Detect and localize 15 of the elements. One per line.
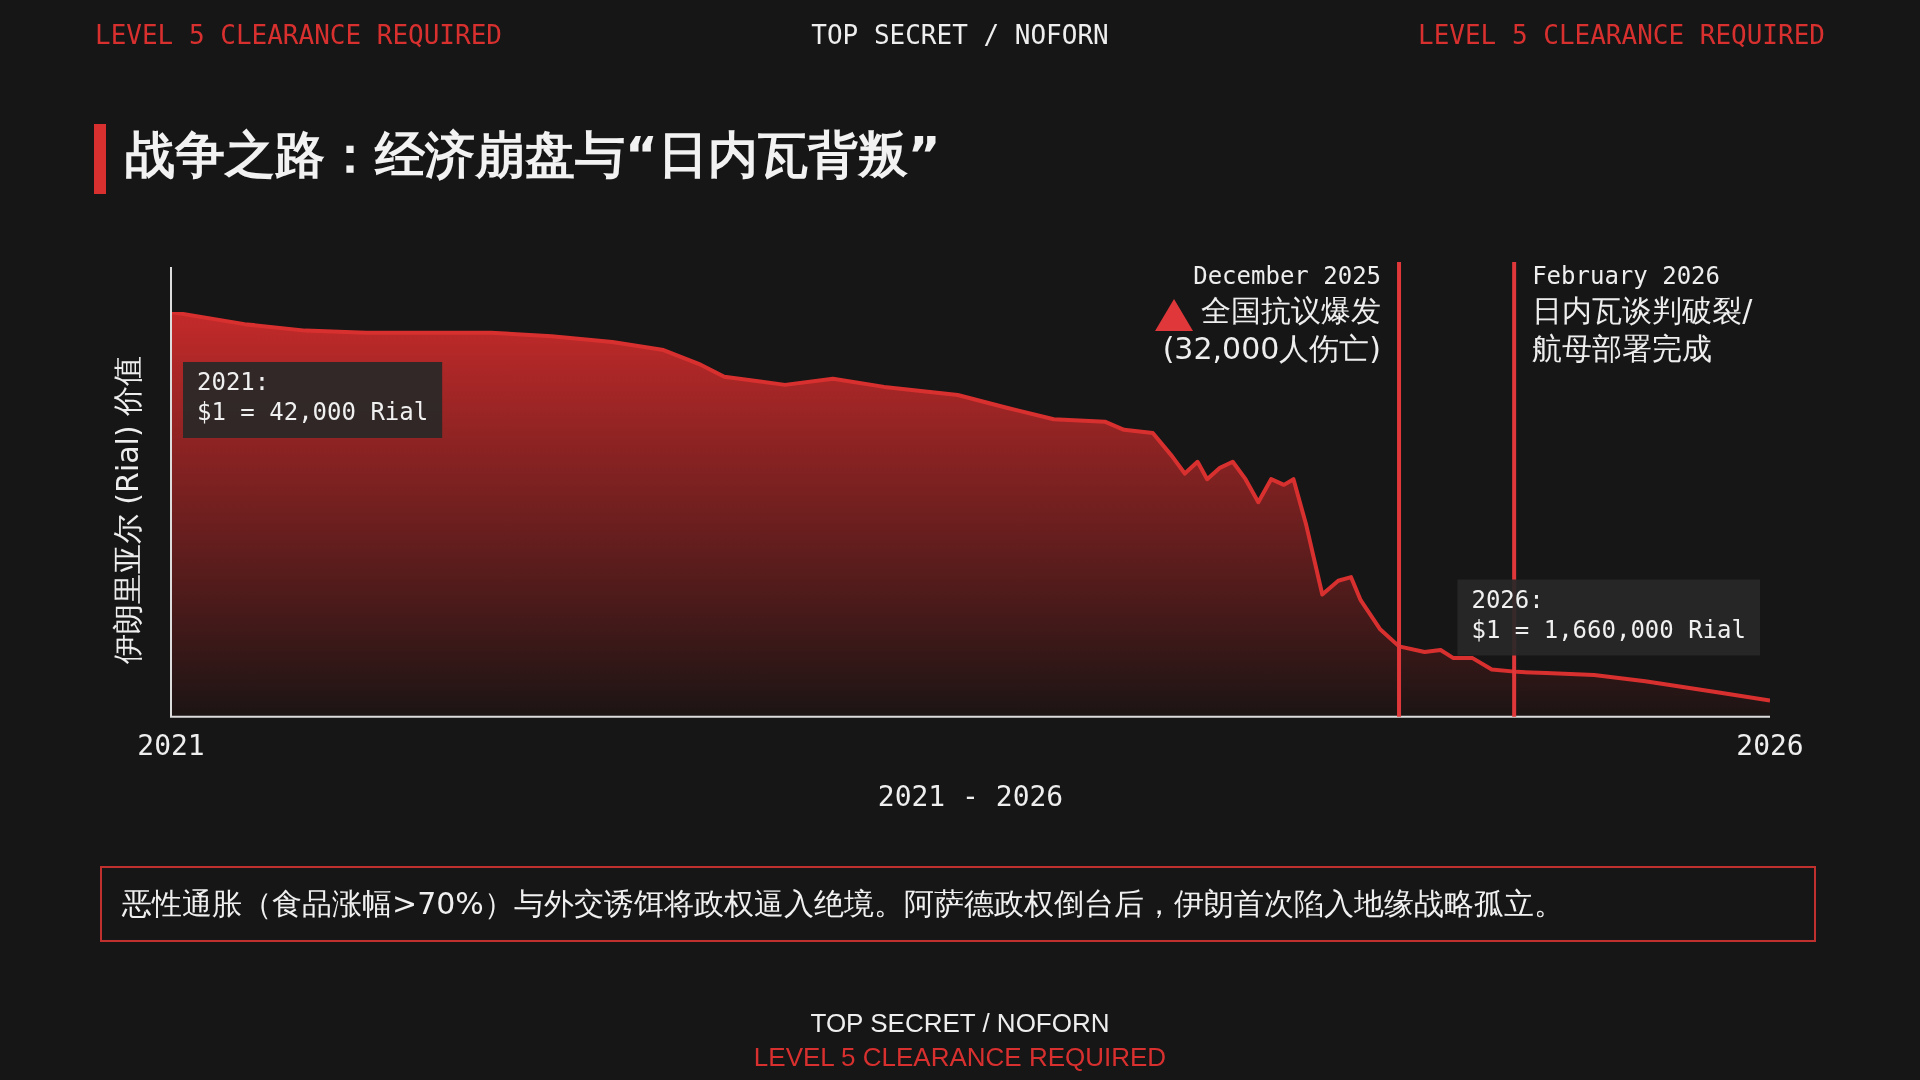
text: LEVEL 5 CLEARANCE REQUIRED xyxy=(753,1042,1167,1073)
ref-line-label: December 2025 全国抗议爆发 (32,000人伤亡) xyxy=(1162,262,1382,366)
annotation: 2021: $1 = 42,000 Rial xyxy=(197,368,429,427)
text: LEVEL 5 CLEARANCE REQUIRED xyxy=(1418,20,1825,50)
x-tick-label: 2021 xyxy=(137,728,205,762)
text: LEVEL 5 CLEARANCE REQUIRED xyxy=(95,20,502,50)
x-axis-title: 2021 - 2026 xyxy=(877,780,1064,814)
text: TOP SECRET / NOFORN xyxy=(811,20,1109,50)
text: 恶性通胀（食品涨幅>70%）与外交诱饵将政权逼入绝境。阿萨德政权倒台后，伊朗首次陷入地缘战略孤立。 xyxy=(122,885,1564,923)
text: TOP SECRET / NOFORN xyxy=(810,1008,1110,1039)
chart-title: 战争之路：经济崩盘与“日内瓦背叛” xyxy=(125,125,941,186)
x-tick-label: 2026 xyxy=(1736,728,1804,762)
annotation: 2026: $1 = 1,660,000 Rial xyxy=(1471,585,1747,644)
ref-line-label: February 2026 日内瓦谈判破裂/ 航母部署完成 xyxy=(1532,262,1754,366)
y-axis-title: 伊朗里亚尔 (Rial) 价值 xyxy=(108,355,146,665)
